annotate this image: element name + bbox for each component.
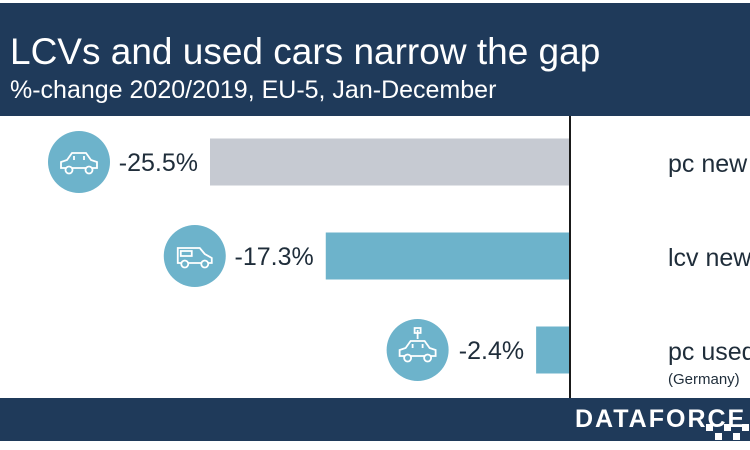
- bar-1: [325, 232, 570, 280]
- chart-title: LCVs and used cars narrow the gap: [10, 31, 601, 72]
- van-icon: [163, 225, 226, 287]
- header-banner: LCVs and used cars narrow the gap %-chan…: [0, 3, 750, 116]
- category-note: (Germany): [668, 371, 740, 388]
- category-label: lcv new: [668, 244, 750, 272]
- category-label: pc new: [668, 150, 748, 178]
- value-label: -17.3%: [235, 243, 314, 271]
- category-label: pc used: [668, 338, 750, 366]
- bar-2: [536, 326, 570, 374]
- footer-banner: DATAFORCE: [0, 398, 750, 441]
- chart-subtitle: %-change 2020/2019, EU-5, Jan-December: [10, 76, 497, 104]
- car-icon: [48, 131, 110, 193]
- value-label: -25.5%: [119, 149, 198, 177]
- used-car-icon-glyph: [398, 327, 437, 363]
- bar-chart: -25.5% pc new -17.3% lcv new -2.4% pc used (Ge…: [48, 116, 750, 398]
- van-icon-glyph: [176, 247, 213, 269]
- bar-0: [210, 138, 570, 186]
- dataforce-logo: DATAFORCE: [575, 405, 747, 433]
- used-car-icon: [386, 319, 449, 381]
- chart-area: -25.5% pc new -17.3% lcv new -2.4% pc used (Ge…: [0, 116, 750, 398]
- car-icon-glyph: [60, 152, 98, 175]
- logo-dots-icon: [706, 424, 750, 441]
- value-label: -2.4%: [459, 337, 524, 365]
